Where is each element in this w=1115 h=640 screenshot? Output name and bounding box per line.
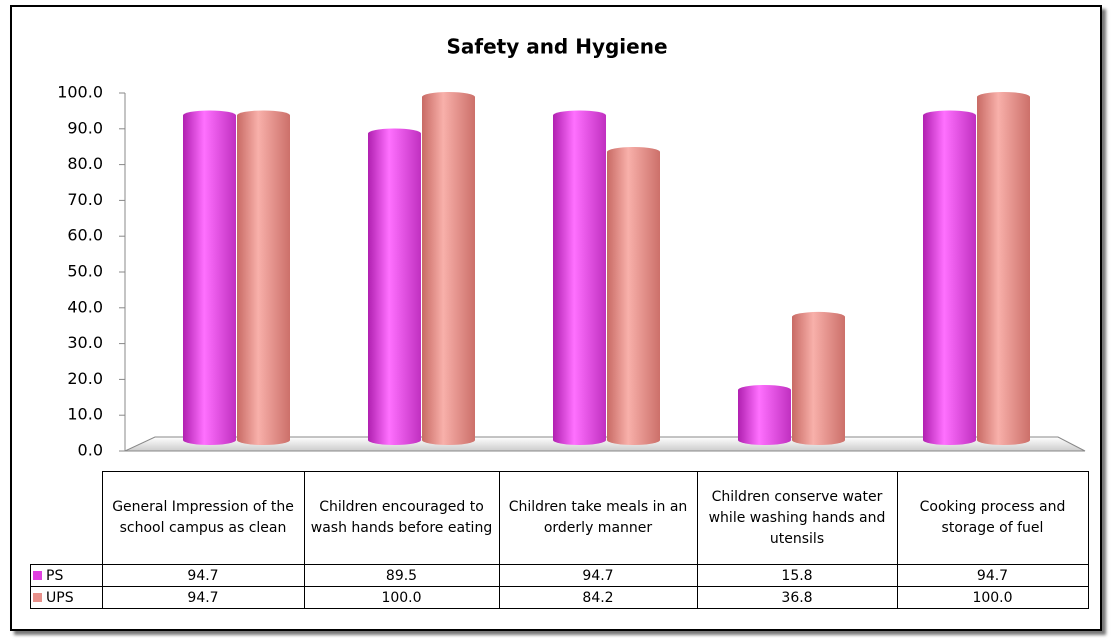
table-cell: General Impression of the school campus … <box>101 471 305 565</box>
y-tick-label: 40.0 <box>67 297 103 316</box>
legend-key <box>33 593 42 602</box>
bar <box>738 385 791 445</box>
floor <box>124 436 1086 452</box>
legend-label: PS <box>46 567 64 584</box>
bar <box>422 92 475 445</box>
y-tick-label: 30.0 <box>67 333 103 352</box>
bar <box>607 146 660 445</box>
table-cell: 100.0 <box>303 586 500 609</box>
table-cell: 94.7 <box>498 564 698 587</box>
table-cell: UPS <box>30 586 103 609</box>
table-cell: Children take meals in an orderly manner <box>498 471 698 565</box>
bar <box>368 128 421 446</box>
bar <box>923 110 976 445</box>
table-cell: 94.7 <box>101 564 305 587</box>
table-cell: PS <box>30 564 103 587</box>
bar <box>183 110 236 445</box>
table-cell: 100.0 <box>896 586 1089 609</box>
y-tick-label: 20.0 <box>67 369 103 388</box>
y-tick-label: 100.0 <box>57 83 103 102</box>
bar <box>553 110 606 445</box>
legend-label: UPS <box>46 589 74 606</box>
table-cell: Cooking process and storage of fuel <box>896 471 1089 565</box>
y-tick-label: 60.0 <box>67 226 103 245</box>
bar <box>237 110 290 445</box>
chart-title: Safety and Hygiene <box>446 35 667 59</box>
table-cell: 15.8 <box>696 564 898 587</box>
table-cell: Children encouraged to wash hands before… <box>303 471 500 565</box>
table-cell: 36.8 <box>696 586 898 609</box>
table-cell: 89.5 <box>303 564 500 587</box>
table-cell: 94.7 <box>896 564 1089 587</box>
y-tick-label: 50.0 <box>67 262 103 281</box>
bar <box>792 311 845 445</box>
y-tick-label: 10.0 <box>67 405 103 424</box>
bar <box>977 92 1030 445</box>
table-cell: 84.2 <box>498 586 698 609</box>
legend-key <box>33 571 42 580</box>
table-cell: 94.7 <box>101 586 305 609</box>
data-table: General Impression of the school campus … <box>30 471 1089 609</box>
y-tick-label: 80.0 <box>67 154 103 173</box>
y-tick-label: 90.0 <box>67 118 103 137</box>
y-tick-label: 0.0 <box>78 441 103 460</box>
table-cell: Children conserve water while washing ha… <box>696 471 898 565</box>
table-cell <box>30 471 103 565</box>
y-tick-label: 70.0 <box>67 190 103 209</box>
